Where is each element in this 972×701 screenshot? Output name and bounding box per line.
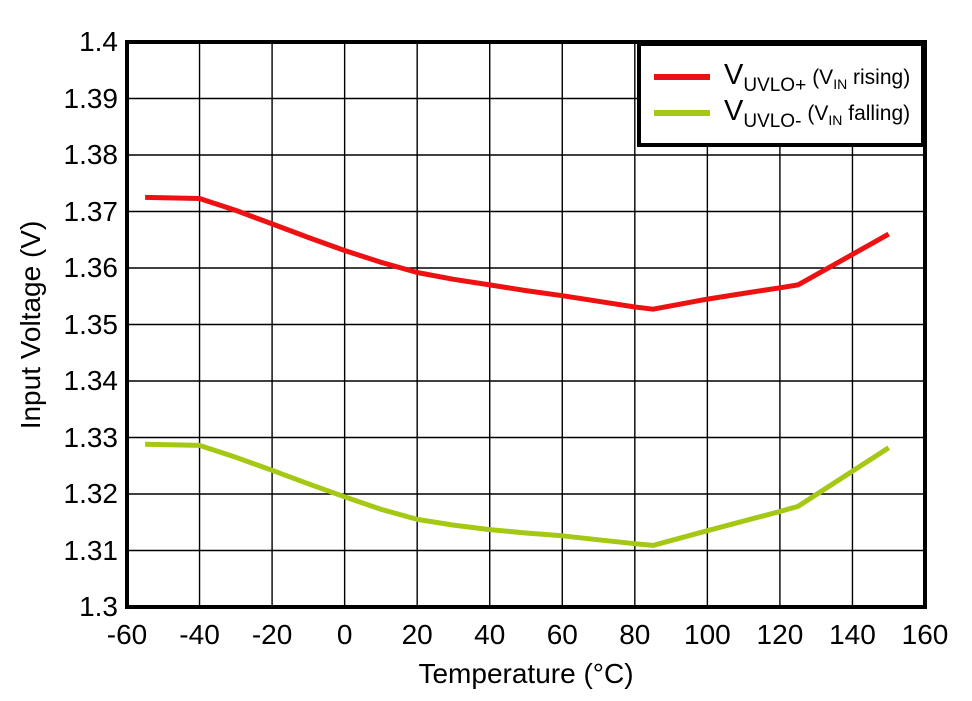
legend-condition-subscript: IN bbox=[828, 111, 843, 128]
x-tick-label: 60 bbox=[546, 619, 578, 650]
plot-border bbox=[125, 40, 927, 609]
y-tick-label: 1.31 bbox=[63, 534, 119, 566]
legend-condition-pre: (V bbox=[812, 65, 834, 89]
legend-swatch-vuvlo-falling bbox=[654, 110, 710, 116]
y-tick-label: 1.35 bbox=[63, 308, 119, 340]
y-tick-label: 1.38 bbox=[63, 139, 119, 170]
legend-condition-post: rising) bbox=[847, 65, 911, 89]
legend-condition-pre: (V bbox=[807, 101, 829, 125]
x-tick-label: 40 bbox=[474, 619, 506, 650]
legend-label-vuvlo-falling: VUVLO- (VIN falling) bbox=[724, 96, 910, 131]
legend-condition: (VIN rising) bbox=[812, 65, 911, 92]
x-tick-label: 0 bbox=[336, 619, 353, 650]
y-tick-label: 1.32 bbox=[63, 478, 119, 509]
y-tick-label: 1.37 bbox=[63, 195, 119, 227]
y-tick-label: 1.36 bbox=[63, 252, 119, 283]
y-axis-title: Input Voltage (V) bbox=[15, 220, 46, 430]
legend-condition-post: falling) bbox=[842, 101, 911, 125]
y-tick-label: 1.34 bbox=[63, 365, 119, 396]
y-tick-label: 1.33 bbox=[63, 421, 119, 453]
x-tick-label: 120 bbox=[756, 619, 804, 650]
x-tick-label: 160 bbox=[901, 619, 949, 650]
legend-item-vuvlo-falling: VUVLO- (VIN falling) bbox=[641, 95, 921, 131]
x-tick-label: -60 bbox=[106, 619, 148, 650]
y-tick-label: 1.3 bbox=[79, 591, 118, 622]
legend-condition-subscript: IN bbox=[833, 75, 848, 92]
legend-condition: (VIN falling) bbox=[807, 101, 911, 128]
legend-label-vuvlo-rising: VUVLO+ (VIN rising) bbox=[724, 60, 910, 95]
series-line-vuvlo-rising bbox=[145, 194, 890, 312]
legend-symbol: V bbox=[724, 94, 744, 127]
x-tick-label: 140 bbox=[829, 619, 876, 650]
x-tick-label: -20 bbox=[251, 619, 293, 650]
x-axis-title: Temperature (°C) bbox=[418, 658, 634, 689]
legend-symbol-subscript: UVLO- bbox=[743, 110, 802, 132]
legend: VUVLO+ (VIN rising) VUVLO- (VIN falling) bbox=[637, 42, 925, 147]
legend-symbol-subscript: UVLO+ bbox=[743, 74, 807, 96]
x-tick-label: -40 bbox=[179, 619, 220, 650]
y-tick-label: 1.39 bbox=[63, 82, 119, 114]
x-tick-label: 80 bbox=[619, 619, 651, 650]
series-line-vuvlo-falling bbox=[145, 441, 891, 548]
legend-symbol: V bbox=[724, 58, 744, 91]
legend-item-vuvlo-rising: VUVLO+ (VIN rising) bbox=[641, 59, 921, 95]
y-tick-label: 1.4 bbox=[79, 26, 118, 57]
legend-swatch-vuvlo-rising bbox=[654, 74, 710, 80]
x-tick-label: 20 bbox=[401, 619, 433, 650]
x-tick-label: 100 bbox=[684, 619, 731, 650]
